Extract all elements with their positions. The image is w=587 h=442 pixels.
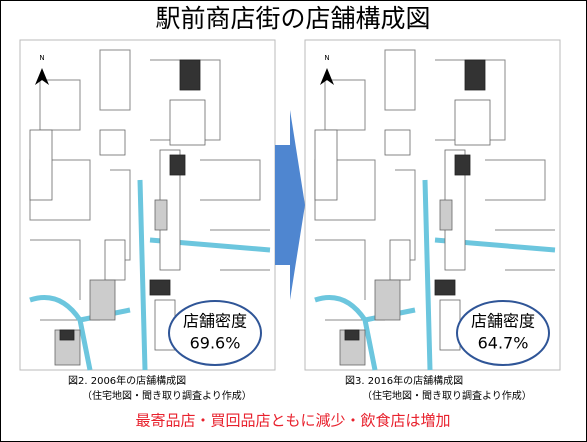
density-value: 64.7% [478,334,529,353]
north-label: N [39,54,44,62]
slide-title: 駅前商店街の店舗構成図 [155,4,430,33]
figure-source: （住宅地図・聞き取り調査より作成） [82,389,252,402]
density-bubble [168,300,262,366]
density-bubble [456,300,550,366]
north-label: N [324,54,329,62]
density-label: 店舗密度 [183,312,247,331]
conclusion: 最寄品店・買回品店ともに減少・飲食店は増加 [135,412,450,430]
figure-caption: 図3. 2016年の店舗構成図 [345,374,463,387]
transition-arrow [275,110,305,300]
figure-caption: 図2. 2006年の店舗構成図 [68,374,186,387]
figure-source: （住宅地図・聞き取り調査より作成） [362,389,532,402]
density-value: 69.6% [190,334,241,353]
density-label: 店舗密度 [471,312,535,331]
